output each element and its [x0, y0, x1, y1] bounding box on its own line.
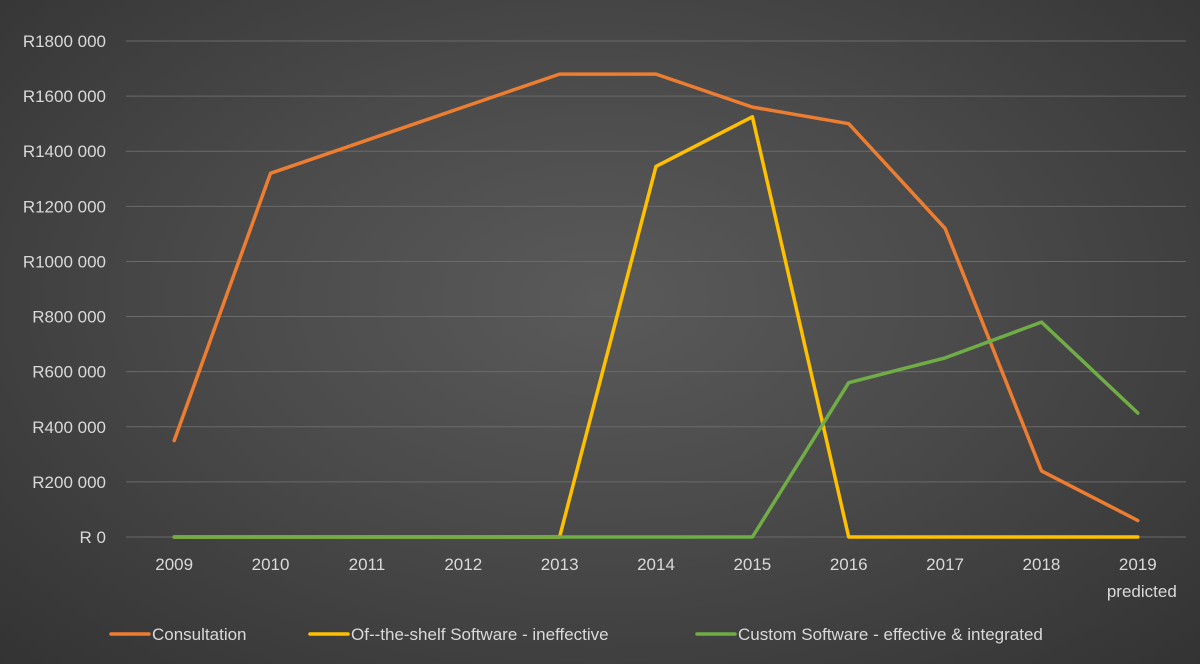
x-tick-sublabel: predicted — [1107, 582, 1177, 601]
y-tick-label: R400 000 — [32, 418, 106, 437]
x-tick-label: 2010 — [252, 555, 290, 574]
series-lines — [172, 72, 1140, 539]
x-tick-label: 2012 — [444, 555, 482, 574]
legend: Consultation Of--the-shelf Software - ine… — [109, 625, 1043, 644]
series-line-2 — [172, 115, 1140, 539]
x-tick-label: 2014 — [637, 555, 675, 574]
y-tick-label: R1200 000 — [23, 197, 106, 216]
y-tick-label: R1400 000 — [23, 142, 106, 161]
x-tick-label: 2009 — [155, 555, 193, 574]
series-line-1 — [172, 72, 1140, 523]
legend-label: Custom Software - effective & integrated — [738, 625, 1043, 644]
x-tick-label: 2019 — [1119, 555, 1157, 574]
y-tick-label: R1000 000 — [23, 252, 106, 271]
x-axis-tick-labels: 2009 2010 2011 2012 2013 2014 2015 2016 2017 2018… — [155, 555, 1177, 601]
y-tick-label: R800 000 — [32, 308, 106, 327]
x-tick-label: 2015 — [733, 555, 771, 574]
x-tick-label: 2018 — [1023, 555, 1061, 574]
x-tick-label: 2013 — [541, 555, 579, 574]
x-tick-label: 2017 — [926, 555, 964, 574]
y-axis-tick-labels: R 0 R200 000 R400 000 R600 000 R800 000 R1000… — [23, 32, 106, 547]
legend-label: Of--the-shelf Software - ineffective — [351, 625, 609, 644]
x-tick-label: 2011 — [349, 555, 386, 574]
x-tick-label: 2016 — [830, 555, 868, 574]
series-line-3 — [172, 320, 1140, 539]
y-tick-label: R200 000 — [32, 473, 106, 492]
y-tick-label: R 0 — [80, 528, 106, 547]
y-tick-label: R1600 000 — [23, 87, 106, 106]
y-tick-label: R1800 000 — [23, 32, 106, 51]
y-tick-label: R600 000 — [32, 363, 106, 382]
gridlines — [126, 40, 1186, 538]
legend-label: Consultation — [152, 625, 247, 644]
